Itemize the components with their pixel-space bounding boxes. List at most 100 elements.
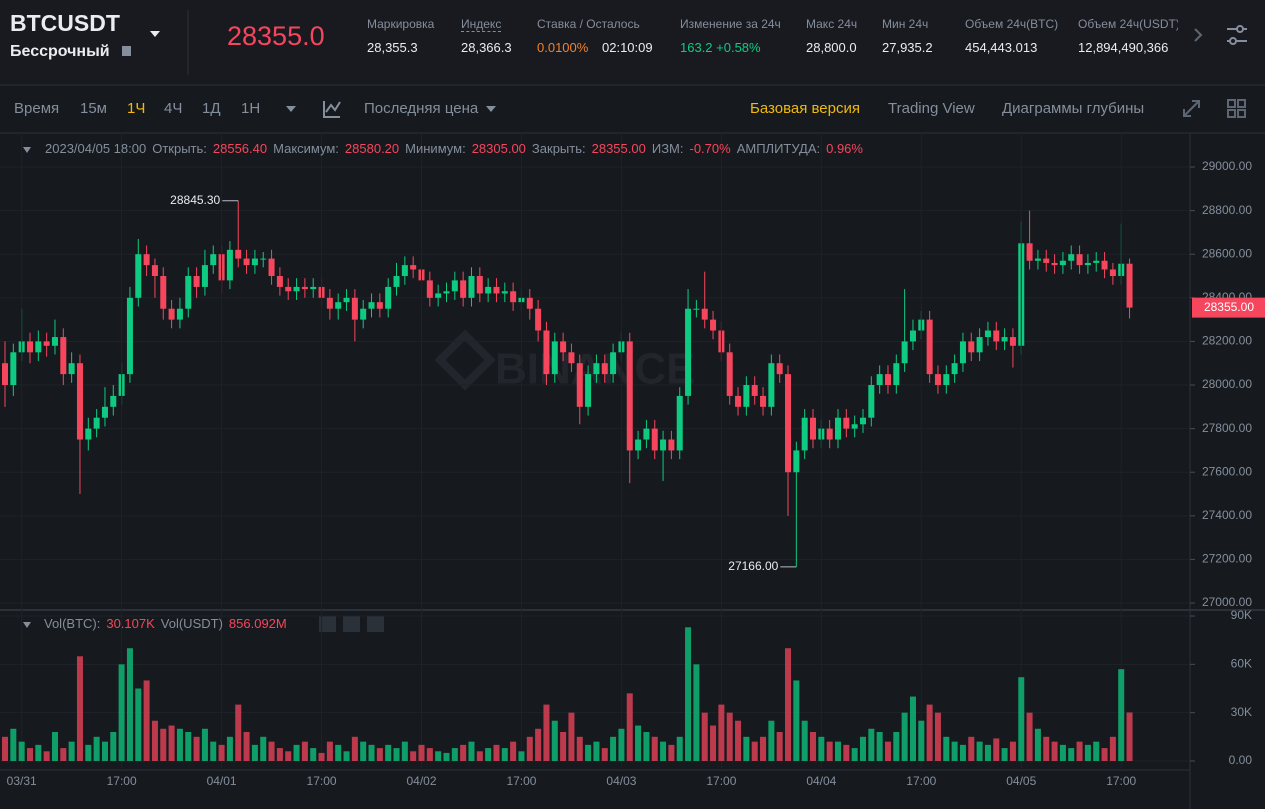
candle-body bbox=[651, 428, 658, 451]
candle-body bbox=[510, 291, 517, 303]
settings-icon[interactable] bbox=[1227, 25, 1247, 45]
x-tick-label: 17:00 bbox=[506, 774, 536, 788]
candle-body bbox=[951, 363, 958, 375]
layout-icon[interactable] bbox=[1227, 99, 1246, 118]
legend-label: АМПЛИТУДА: bbox=[736, 141, 821, 156]
symbol[interactable]: BTCUSDT bbox=[10, 10, 120, 36]
candle-body bbox=[493, 286, 500, 294]
volume-bar bbox=[968, 736, 975, 761]
interval[interactable]: 1Н bbox=[241, 100, 261, 117]
volume-bar bbox=[226, 736, 233, 761]
legend-time: 2023/04/05 18:00 bbox=[45, 141, 147, 156]
candle-body bbox=[934, 374, 941, 386]
fullscreen-icon[interactable] bbox=[1183, 100, 1200, 117]
volume-bar bbox=[260, 736, 267, 761]
candle-body bbox=[151, 265, 158, 277]
candle-body bbox=[893, 363, 900, 386]
dropdown-icon[interactable] bbox=[150, 31, 160, 37]
interval[interactable]: 4Ч bbox=[164, 100, 183, 117]
volume-bar bbox=[526, 736, 533, 761]
candle-body bbox=[735, 395, 742, 407]
collapse-icon[interactable] bbox=[23, 622, 31, 628]
volume-bar bbox=[1101, 748, 1108, 761]
candle-body bbox=[435, 293, 442, 298]
x-tick-label: 17:00 bbox=[1106, 774, 1136, 788]
legend-value: 856.092M bbox=[228, 616, 287, 631]
candle-body bbox=[826, 428, 833, 440]
volume-bar bbox=[676, 736, 683, 761]
interval-active[interactable]: 1Ч bbox=[127, 100, 146, 117]
dropdown-icon[interactable] bbox=[486, 106, 496, 112]
candle-body bbox=[585, 374, 592, 407]
candle-body bbox=[468, 276, 475, 298]
interval[interactable]: Время bbox=[14, 100, 60, 117]
interval[interactable]: 15м bbox=[80, 100, 107, 117]
candle-body bbox=[701, 308, 708, 320]
candle-body bbox=[360, 308, 367, 320]
volume-bar bbox=[576, 736, 583, 761]
stat-value: 454,443.013 bbox=[965, 40, 1038, 55]
indicator-icon[interactable] bbox=[323, 101, 340, 118]
volume-bar bbox=[185, 731, 192, 761]
legend-value: 0.96% bbox=[826, 141, 863, 156]
volume-bar bbox=[743, 736, 750, 761]
volume-bar bbox=[1076, 741, 1083, 761]
volume-bar bbox=[301, 741, 308, 761]
candle-body bbox=[835, 417, 841, 440]
volume-bar bbox=[26, 748, 33, 761]
candle-body bbox=[909, 330, 916, 342]
volume-legend: Vol(BTC): 30.107K Vol(USDT) 856.092M bbox=[44, 616, 287, 631]
candle-body bbox=[876, 374, 883, 386]
interval[interactable]: 1Д bbox=[202, 100, 221, 117]
y-tick-label: 28800.00 bbox=[1202, 203, 1252, 217]
volume-bar bbox=[976, 741, 983, 761]
candle-body bbox=[68, 363, 75, 375]
vol-icons[interactable] bbox=[319, 616, 384, 632]
stat-value: 28,355.3 bbox=[367, 40, 418, 55]
candle-body bbox=[843, 417, 850, 429]
volume-bar bbox=[660, 741, 667, 761]
price-type[interactable]: Последняя цена bbox=[364, 100, 479, 117]
volume-bar bbox=[943, 736, 950, 761]
candle-body bbox=[601, 363, 608, 375]
dropdown-icon[interactable] bbox=[286, 106, 296, 112]
legend-label: Закрыть: bbox=[531, 141, 586, 156]
volume-bar bbox=[768, 720, 775, 761]
volume-bar bbox=[909, 696, 916, 761]
volume-bar bbox=[726, 712, 733, 761]
view-tab[interactable]: Диаграммы глубины bbox=[1002, 100, 1145, 117]
volume-bar bbox=[1026, 712, 1033, 761]
last-price-tag bbox=[1192, 297, 1265, 318]
x-tick-label: 17:00 bbox=[107, 774, 137, 788]
volume-bar bbox=[168, 725, 175, 761]
view-tab[interactable]: Trading View bbox=[888, 100, 975, 117]
volume-bar bbox=[151, 720, 158, 761]
volume-bar bbox=[785, 648, 792, 761]
volume-bar bbox=[85, 744, 92, 761]
volume-bar bbox=[1051, 741, 1058, 761]
candle-body bbox=[10, 352, 17, 386]
candle-body bbox=[143, 254, 150, 266]
volume-bar bbox=[1001, 748, 1008, 761]
book-icon bbox=[122, 46, 131, 56]
candle-body bbox=[368, 302, 375, 309]
view-tab-active[interactable]: Базовая версия bbox=[750, 100, 860, 117]
stat-value: 02:10:09 bbox=[602, 40, 653, 55]
candle-body bbox=[176, 308, 183, 320]
legend-value: 28556.40 bbox=[212, 141, 268, 156]
collapse-icon[interactable] bbox=[23, 147, 31, 153]
volume-bar bbox=[93, 736, 100, 761]
x-tick-label: 04/04 bbox=[806, 774, 836, 788]
volume-bar bbox=[176, 728, 183, 761]
volume-bar bbox=[276, 748, 283, 761]
volume-bar bbox=[635, 725, 642, 761]
candle-body bbox=[451, 280, 458, 292]
next-icon[interactable] bbox=[1194, 28, 1203, 42]
candle-body bbox=[593, 363, 600, 375]
volume-bar bbox=[735, 720, 742, 761]
candle-body bbox=[43, 341, 50, 346]
volume-bar bbox=[2, 736, 8, 761]
stat-value: 12,894,490,366 bbox=[1078, 40, 1169, 55]
candle-body bbox=[410, 265, 417, 270]
candle-body bbox=[401, 265, 408, 277]
